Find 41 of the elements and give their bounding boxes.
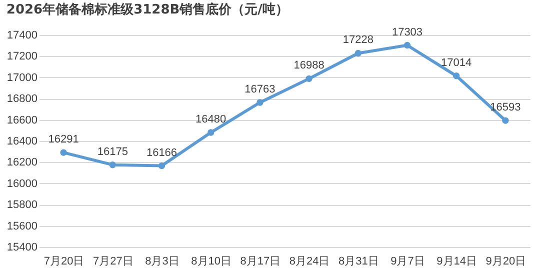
data-label: 16988 bbox=[294, 60, 324, 72]
point bbox=[158, 162, 166, 170]
y-tick-label: 15400 bbox=[6, 242, 38, 254]
point bbox=[404, 42, 411, 49]
x-tick-label: 8月17日 bbox=[240, 256, 281, 268]
y-tick-label: 16800 bbox=[6, 93, 38, 106]
y-tick-label: 17400 bbox=[6, 30, 38, 42]
x-tick-label: 7月20日 bbox=[44, 256, 84, 268]
y-tick-label: 16200 bbox=[6, 156, 38, 169]
point bbox=[60, 149, 67, 156]
y-tick-label: 17200 bbox=[6, 50, 38, 63]
y-tick-label: 16000 bbox=[6, 178, 38, 190]
point bbox=[256, 99, 264, 106]
x-tick-label: 9月20日 bbox=[486, 256, 526, 268]
data-label: 17228 bbox=[342, 34, 374, 46]
point bbox=[354, 50, 362, 57]
x-tick-label: 9月7日 bbox=[390, 256, 425, 268]
x-tick-label: 8月3日 bbox=[145, 256, 180, 268]
chart-title: 2026年储备棉标准级3128B销售底价（元/吨） bbox=[6, 1, 288, 18]
data-label: 16175 bbox=[97, 146, 128, 158]
y-tick-label: 15800 bbox=[6, 199, 38, 212]
point bbox=[502, 117, 509, 124]
x-tick-label: 9月14日 bbox=[436, 256, 478, 268]
point bbox=[109, 162, 116, 168]
point bbox=[306, 75, 312, 82]
x-tick-label: 8月24日 bbox=[289, 256, 330, 268]
data-label: 17014 bbox=[441, 56, 472, 69]
y-tick-label: 15600 bbox=[6, 220, 38, 232]
data-label: 16166 bbox=[146, 146, 178, 159]
data-label: 16291 bbox=[48, 134, 79, 146]
data-label: 17303 bbox=[392, 26, 423, 38]
y-tick-label: 17000 bbox=[6, 72, 38, 84]
point bbox=[207, 129, 214, 136]
x-tick-label: 8月31日 bbox=[338, 256, 379, 268]
y-tick-label: 16400 bbox=[6, 136, 38, 148]
data-label: 16763 bbox=[244, 84, 276, 96]
x-tick-label: 8月10日 bbox=[191, 256, 232, 268]
x-tick-label: 7月27日 bbox=[92, 256, 134, 268]
point bbox=[452, 72, 460, 80]
y-tick-label: 16600 bbox=[6, 114, 38, 126]
data-label: 16480 bbox=[196, 114, 226, 126]
